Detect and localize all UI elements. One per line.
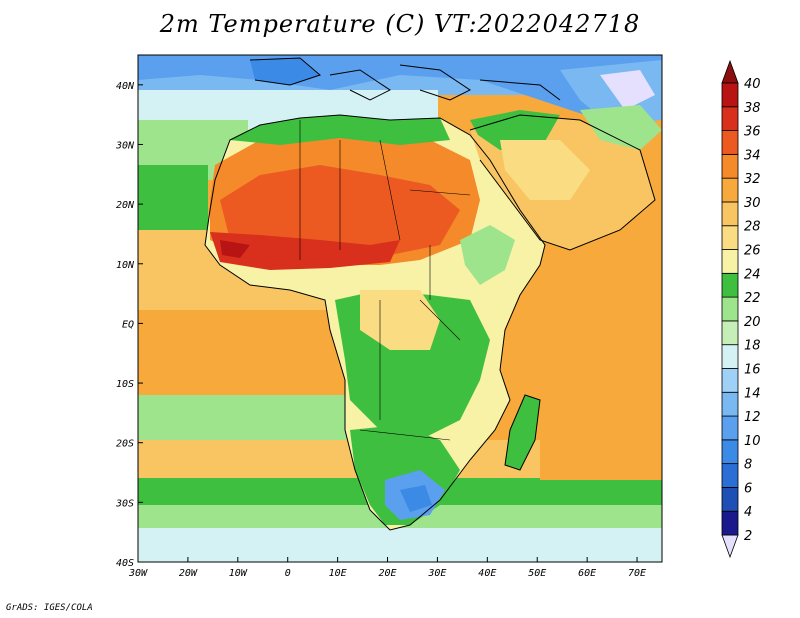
- colorbar-swatch: [721, 487, 739, 512]
- balkans-coastline: [399, 64, 471, 101]
- x-tick-label: 20E: [378, 568, 396, 579]
- colorbar-swatch: [721, 510, 739, 536]
- y-tick-label: 30N: [115, 140, 135, 151]
- colorbar-label: 18: [744, 339, 761, 354]
- colorbar-label: 6: [744, 481, 752, 496]
- x-tick-label: 40E: [478, 568, 496, 579]
- lesotho-cold: [400, 485, 432, 512]
- map-title: 2m Temperature (C) VT:2022042718: [159, 10, 641, 38]
- colorbar-swatch: [721, 106, 739, 131]
- colorbar-swatch: [721, 153, 739, 179]
- ethiopia-highlands: [460, 225, 515, 285]
- x-tick-label: 20W: [179, 568, 198, 579]
- madagascar: [505, 395, 540, 470]
- x-tick-label: 70E: [628, 568, 646, 579]
- colorbar-swatch: [721, 177, 739, 203]
- grads-credit: GrADS: IGES/COLA: [6, 603, 93, 613]
- colorbar-label: 36: [744, 125, 761, 140]
- iberia-cool: [250, 58, 320, 85]
- y-tick-label: 40N: [116, 81, 135, 92]
- map-frame: [137, 54, 663, 563]
- y-tick-label: EQ: [122, 319, 134, 330]
- colorbar-label: 30: [744, 196, 761, 211]
- colorbar-label: 26: [744, 244, 761, 259]
- colorbar-label: 40: [744, 77, 761, 92]
- colorbar-swatch: [721, 272, 739, 298]
- colorbar-label: 12: [744, 410, 761, 425]
- senegal-peak: [220, 240, 250, 258]
- iberia-coastline: [249, 57, 321, 86]
- colorbar-swatch: [721, 225, 739, 250]
- x-tick-label: 30E: [427, 568, 446, 579]
- colorbar-swatch: [721, 463, 739, 488]
- colorbar-swatch: [721, 249, 739, 274]
- country-borders: [299, 120, 471, 441]
- colorbar-label: 20: [744, 315, 761, 330]
- turkey-coastline: [479, 79, 561, 101]
- maghreb-green: [230, 115, 450, 145]
- colorbar-under-arrow: [721, 534, 739, 559]
- x-tick-label: 10E: [329, 568, 347, 579]
- y-tick-label: 20N: [116, 200, 135, 211]
- africa-coastline: [204, 114, 546, 531]
- colorbar-swatch: [721, 320, 739, 346]
- italy-coastline: [329, 69, 391, 101]
- mountain-coldest: [600, 70, 655, 110]
- arabia-coastline: [469, 114, 656, 251]
- ocean-southern-cyan: [138, 528, 662, 562]
- colorbar-label: 24: [744, 267, 761, 282]
- y-axis-ticks: 40N 30N 20N 10N EQ 10S 20S 30S 40S: [115, 81, 143, 569]
- colorbar-label: 22: [744, 291, 761, 306]
- colorbar-swatch: [721, 201, 739, 227]
- x-tick-label: 50E: [528, 568, 546, 579]
- colorbar-swatch: [721, 82, 739, 108]
- ocean-indian-south: [540, 400, 662, 480]
- sahel-hottest: [210, 232, 400, 270]
- arabia-interior: [500, 140, 590, 200]
- colorbar-label: 4: [744, 505, 752, 520]
- colorbar-swatch: [721, 439, 739, 465]
- x-tick-label: 30W: [128, 568, 148, 579]
- colorbar-label: 10: [744, 434, 761, 449]
- ocean-westafrica-cool: [138, 165, 208, 235]
- colorbar-label: 34: [744, 148, 761, 163]
- colorbar-swatch: [721, 296, 739, 322]
- colorbar-label: 38: [744, 101, 761, 116]
- iran-green: [580, 105, 662, 150]
- x-tick-label: 60E: [578, 568, 596, 579]
- colorbar-swatch: [721, 391, 739, 417]
- colorbar-swatch: [721, 415, 739, 441]
- y-tick-label: 20S: [116, 439, 134, 450]
- y-tick-label: 10N: [116, 260, 135, 271]
- colorbar-label: 28: [744, 220, 761, 235]
- x-tick-label: 10W: [229, 568, 248, 579]
- colorbar-label: 8: [744, 458, 752, 473]
- temperature-field: [138, 55, 662, 562]
- colorbar-swatch: [721, 130, 739, 155]
- madagascar-coastline: [504, 394, 541, 471]
- colorbar-swatch: [721, 344, 739, 369]
- colorbar-over-arrow: [721, 59, 739, 84]
- colorbar-swatch: [721, 368, 739, 393]
- y-tick-label: 40S: [116, 558, 134, 569]
- x-axis-ticks: 30W 20W 10W 0 10E 20E 30E 40E 50E 60E 70E: [128, 557, 646, 579]
- y-tick-label: 10S: [116, 379, 134, 390]
- coastline-outlines: [204, 57, 656, 531]
- x-tick-label: 0: [285, 568, 291, 579]
- colorbar-label: 16: [744, 362, 761, 377]
- colorbar-label: 32: [744, 172, 761, 187]
- colorbar-label: 14: [744, 386, 761, 401]
- y-tick-label: 30S: [115, 498, 134, 509]
- ocean-south-atlantic-cool: [138, 395, 348, 445]
- colorbar-label: 2: [744, 529, 752, 544]
